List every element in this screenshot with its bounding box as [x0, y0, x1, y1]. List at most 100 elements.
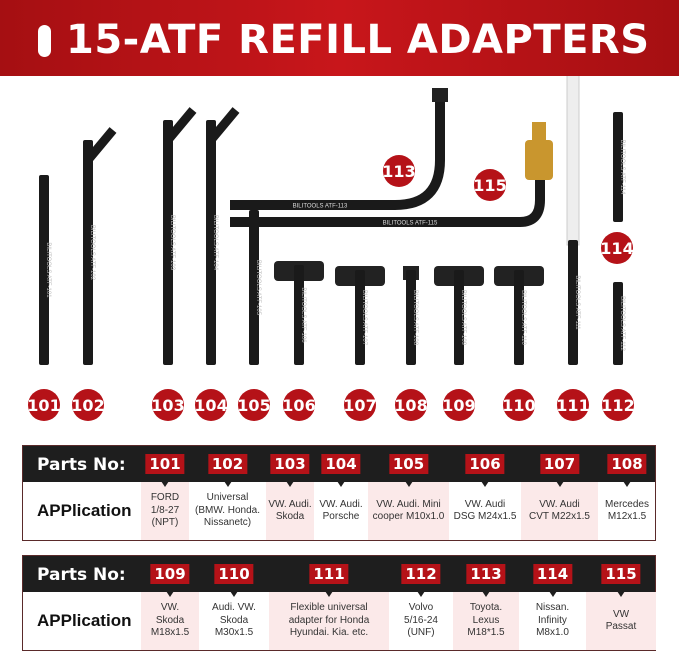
application-cell: Nissan. Infinity M8x1.0: [535, 602, 570, 639]
tool-number: 101: [27, 396, 60, 415]
part-number: 104: [321, 454, 361, 474]
tool-102: BILITOOLS ATF-102 102: [71, 127, 117, 421]
tool-110: BILITOOLS ATF-110 110: [494, 266, 544, 421]
tool-number: 114: [600, 239, 633, 258]
application-cell: Audi. VW. Skoda M30x1.5: [212, 602, 256, 639]
pointer-icon: [404, 481, 413, 487]
part-number: 108: [607, 454, 647, 474]
tool-engraving: BILITOOLS ATF-113: [293, 204, 348, 210]
tool-engraving: BILITOOLS ATF-104: [212, 215, 218, 271]
application-row: APPlication VW. Skoda M18x1.5 Audi. VW. Sk…: [23, 591, 656, 650]
page-title: 15-ATF REFILL ADAPTERS: [66, 17, 650, 63]
tool-number: 108: [394, 396, 427, 415]
tool-number: 103: [151, 396, 184, 415]
application-cell: VW. Audi DSG M24x1.5: [453, 498, 517, 523]
number-badge: [557, 389, 589, 421]
tool-number: 106: [282, 396, 315, 415]
part-number: 115: [601, 564, 641, 584]
tool-107: BILITOOLS ATF-107 107: [335, 266, 385, 421]
number-badge: [443, 389, 475, 421]
part-number: 112: [401, 564, 441, 584]
pointer-icon: [548, 591, 557, 597]
tool-number: 112: [601, 396, 634, 415]
number-badge: [474, 169, 506, 201]
application-cell: Mercedes M12x1.5: [605, 498, 649, 523]
tool-number: 102: [71, 396, 104, 415]
tool-number: 115: [473, 176, 506, 195]
tool-109: BILITOOLS ATF-109 109: [434, 266, 484, 421]
tool-engraving: BILITOOLS ATF-102: [89, 225, 95, 281]
tool-engraving: BILITOOLS ATF-106: [300, 287, 306, 343]
application-label: APPlication: [37, 501, 132, 520]
pointer-icon: [223, 481, 232, 487]
pointer-icon: [623, 481, 631, 487]
number-badge: [238, 389, 270, 421]
number-badge: [602, 389, 634, 421]
tool-115: BILITOOLS ATF-115 115: [230, 122, 553, 227]
parts-label: Parts No:: [37, 565, 126, 585]
part-number: 101: [145, 454, 185, 474]
pill-icon: [38, 25, 51, 57]
pointer-icon: [417, 591, 425, 597]
tool-engraving: BILITOOLS ATF-110: [520, 290, 526, 345]
parts-row: Parts No: 109 110 111 112 113 114 115: [23, 556, 655, 592]
pointer-icon: [166, 591, 174, 597]
part-number: 109: [150, 564, 190, 584]
application-cell: Volvo 5/16-24 (UNF): [404, 602, 438, 639]
tool-number: 109: [442, 396, 475, 415]
application-cell: Flexible universal adapter for Honda Hyu…: [269, 592, 389, 650]
pointer-icon: [481, 481, 489, 487]
number-badge: [283, 389, 315, 421]
part-number: 110: [214, 564, 254, 584]
number-badge: [383, 155, 415, 187]
tool-engraving: BILITOOLS ATF-105: [255, 260, 261, 316]
parts-row: Parts No: 101 102 103 104 105 106 107 108: [23, 446, 655, 482]
application-cell: VW. Audi. Porsche: [319, 498, 363, 523]
number-badge: [503, 389, 535, 421]
application-cell: FORD 1/8-27 (NPT): [141, 482, 189, 540]
pointer-icon: [617, 591, 625, 597]
tool-111: BILITOOLS ATF-111 111: [556, 76, 590, 421]
tool-number: 104: [194, 396, 227, 415]
number-badge: [72, 389, 104, 421]
part-number: 102: [207, 454, 248, 474]
tool-104: BILITOOLS ATF-104 104: [194, 107, 240, 421]
application-cell: VW. Audi CVT M22x1.5: [521, 482, 598, 540]
part-number: 114: [532, 564, 573, 584]
application-cell: Universal (BMW. Honda. Nissanetc): [194, 492, 261, 529]
pointer-icon: [161, 481, 169, 487]
tool-engraving: BILITOOLS ATF-108: [412, 290, 418, 346]
parts-label: Parts No:: [37, 455, 126, 475]
parts-table-1: Parts No: 101 102 103 104 105 106 107 108 APPlic…: [22, 445, 656, 541]
application-label: APPlication: [37, 611, 132, 630]
part-number: 111: [309, 564, 349, 584]
tool-101: BILITOOLS ATF-101 101: [27, 175, 61, 421]
tool-engraving: BILITOOLS ATF-114: [619, 140, 625, 195]
part-number: 113: [466, 564, 506, 584]
tool-112: BILITOOLS ATF-112 112: [601, 282, 635, 421]
tool-114: BILITOOLS ATF-114 114: [600, 112, 634, 264]
tool-105: BILITOOLS ATF-105 105: [237, 210, 271, 421]
application-cell: VW. Audi. Skoda: [266, 482, 314, 540]
tool-number: 110: [502, 396, 535, 415]
part-number: 105: [388, 454, 429, 474]
pointer-icon: [337, 481, 345, 487]
tool-engraving: BILITOOLS ATF-112: [619, 296, 625, 351]
application-row: APPlication FORD 1/8-27 (NPT) Universal (B…: [23, 481, 655, 540]
number-badge: [152, 389, 184, 421]
application-cell: VW. Audi. Mini cooper M10x1.0: [368, 482, 449, 540]
tool-engraving: BILITOOLS ATF-101: [45, 242, 51, 298]
number-badge: [344, 389, 376, 421]
pointer-icon: [230, 591, 238, 597]
tool-106: BILITOOLS ATF-106 106: [274, 261, 324, 421]
number-badge: [28, 389, 60, 421]
pointer-icon: [482, 591, 490, 597]
tool-engraving: BILITOOLS ATF-109: [460, 290, 466, 346]
tool-engraving: BILITOOLS ATF-115: [383, 221, 438, 227]
number-badge: [601, 232, 633, 264]
tool-number: 113: [382, 162, 415, 181]
pointer-icon: [555, 481, 564, 487]
title-banner: 15-ATF REFILL ADAPTERS: [0, 0, 679, 76]
tool-engraving: BILITOOLS ATF-103: [169, 215, 175, 271]
pointer-icon: [286, 481, 294, 487]
